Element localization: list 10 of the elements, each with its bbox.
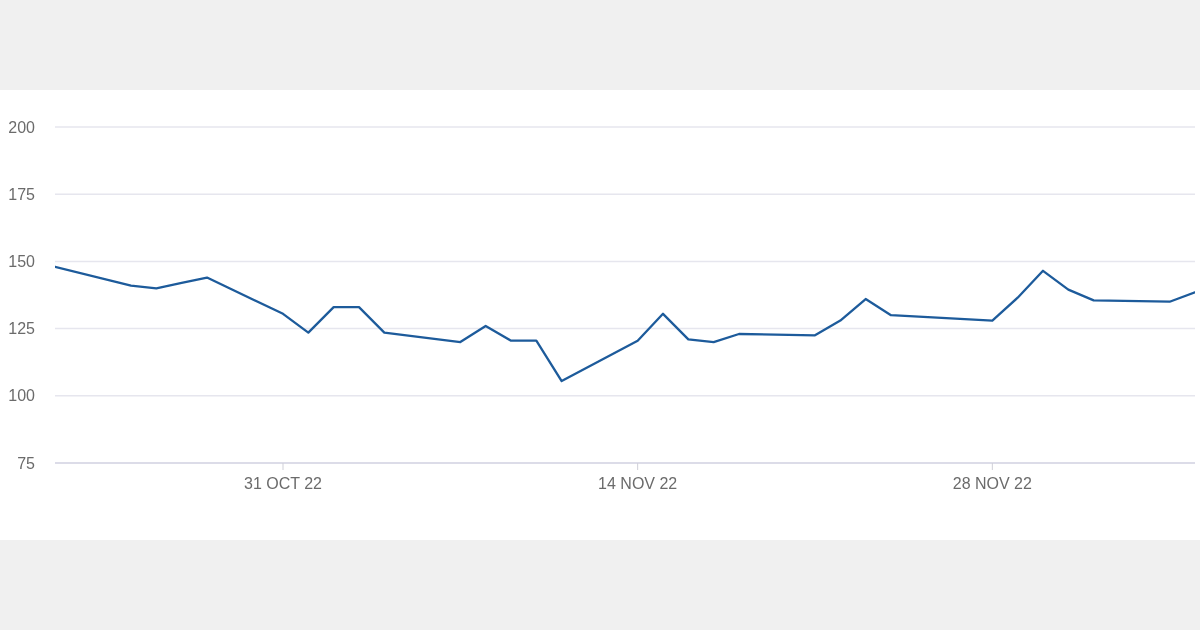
- y-tick-label: 75: [17, 454, 36, 472]
- y-tick-label: 175: [8, 185, 36, 203]
- x-tick-label: 28 NOV 22: [952, 475, 1033, 493]
- x-tick-label: 14 NOV 22: [598, 475, 678, 493]
- y-tick-label: 200: [8, 118, 36, 136]
- y-tick-label: 125: [8, 320, 36, 338]
- x-tick-label: 31 OCT 22: [244, 475, 323, 493]
- y-tick-label: 150: [8, 253, 36, 271]
- y-tick-label: 100: [8, 387, 36, 405]
- line-series: [55, 265, 1195, 383]
